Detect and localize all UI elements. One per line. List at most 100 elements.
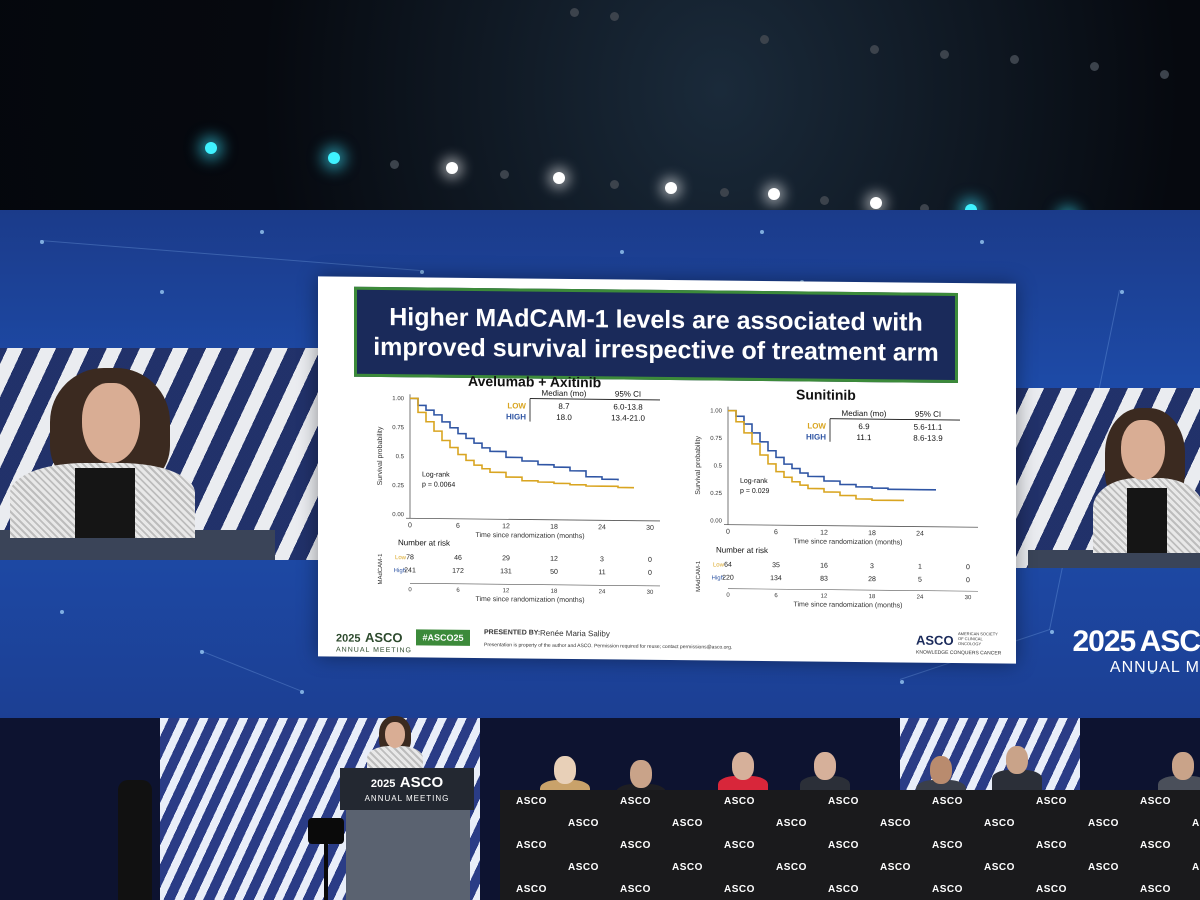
lectern-year: 2025 (370, 778, 396, 790)
risk-x-tick: 18 (551, 589, 558, 595)
risk-value: 28 (868, 576, 876, 583)
stage-light (920, 204, 929, 213)
y-tick-label: 0.5 (396, 454, 405, 460)
y-tick-label: 0.25 (392, 483, 404, 489)
table-logo: ASCO (880, 818, 911, 829)
risk-x-tick: 24 (917, 595, 924, 601)
risk-value: 5 (918, 577, 922, 584)
x-tick-label: 12 (502, 523, 510, 530)
table-logo: ASCO (1140, 884, 1171, 895)
risk-value: 241 (404, 567, 416, 574)
table-logo: ASCO (1088, 862, 1119, 873)
stage-light (1010, 55, 1019, 64)
risk-value: 3 (600, 556, 604, 563)
risk-value: 1 (918, 564, 922, 571)
logrank-label: Log-rank (740, 478, 768, 485)
x-axis (724, 524, 978, 528)
km-curve-high (410, 397, 619, 481)
table-logo: ASCO (516, 884, 547, 895)
stage-monitor (118, 780, 152, 900)
risk-value: 78 (406, 554, 414, 561)
network-node (40, 240, 44, 244)
risk-table-ylabel: MAdCAM-1 (378, 553, 384, 585)
x-tick-label: 24 (916, 531, 924, 538)
x-tick-label: 12 (820, 530, 828, 537)
left-speaker-video (0, 348, 318, 560)
stage-light (610, 180, 619, 189)
risk-row-label: High (394, 568, 406, 574)
footer-meeting-sub: ANNUAL MEETING (336, 646, 412, 655)
network-node (1150, 670, 1154, 674)
ci-value: 8.6-13.9 (913, 434, 943, 443)
x-tick-label: 24 (598, 524, 606, 531)
x-tick-label: 6 (774, 529, 778, 536)
table-logo: ASCO (568, 862, 599, 873)
ci-header: 95% CI (615, 389, 641, 398)
network-node (1050, 630, 1054, 634)
y-tick-label: 0.75 (710, 436, 722, 442)
risk-x-tick: 24 (599, 589, 606, 595)
km-charts: Avelumab + Axitinib 0.00 0.25 0.5 0.75 1.00 0 6… (377, 373, 978, 609)
speaker-image (10, 368, 210, 538)
table-logo: ASCO (672, 862, 703, 873)
table-logo: ASCO (828, 796, 859, 807)
table-logo: ASCO (932, 840, 963, 851)
x-tick-label: 6 (456, 523, 460, 530)
ci-value: 13.4-21.0 (611, 413, 645, 422)
risk-value: 131 (500, 568, 512, 575)
table-logo: ASCO (1036, 884, 1067, 895)
network-node (1120, 290, 1124, 294)
stage-light (446, 162, 458, 174)
y-tick-label: 0.5 (714, 463, 723, 469)
risk-row-label: Low (395, 555, 407, 561)
lectern-sign: 2025 ASCO ANNUAL MEETING (340, 768, 474, 810)
disclaimer: Presentation is property of the author a… (484, 642, 733, 651)
risk-value: 50 (550, 569, 558, 576)
asco-logo-text: ASCO (916, 632, 954, 649)
table-logo: ASCO (724, 796, 755, 807)
network-node (60, 610, 64, 614)
stage-light (870, 197, 882, 209)
risk-x-tick: 30 (647, 590, 654, 596)
table-logo: ASCO (1036, 840, 1067, 851)
median-header: Median (mo) (542, 389, 587, 398)
risk-value: 64 (724, 562, 732, 569)
km-curve-low (728, 409, 904, 502)
y-tick-label: 0.00 (710, 518, 722, 524)
risk-x-tick: 6 (774, 593, 778, 599)
presenter-at-lectern (365, 716, 425, 776)
chart-title: Sunitinib (796, 386, 856, 403)
speaker-image-right (1093, 408, 1200, 553)
risk-value: 16 (820, 563, 828, 570)
podium-edge-right (1028, 550, 1200, 568)
median-value: 8.7 (558, 402, 570, 411)
network-node (420, 270, 424, 274)
risk-row-label: Low (713, 562, 725, 568)
risk-table-title: Number at risk (716, 546, 769, 556)
risk-value: 3 (870, 563, 874, 570)
network-node (620, 250, 624, 254)
risk-axis (728, 588, 978, 592)
x-tick-label: 0 (726, 529, 730, 536)
footer-year: 2025 (336, 632, 361, 645)
camera (308, 818, 344, 844)
table-logo: ASCO (1036, 796, 1067, 807)
risk-x-tick: 30 (965, 595, 972, 601)
risk-value: 46 (454, 555, 462, 562)
risk-value: 0 (966, 577, 970, 584)
table-logo: ASCO (620, 884, 651, 895)
side-brand-name: ASC (1139, 625, 1200, 658)
table-logo: ASCO (984, 862, 1015, 873)
risk-x-tick: 12 (503, 588, 510, 594)
stage-light (760, 35, 769, 44)
logrank-p: p = 0.0064 (422, 481, 455, 488)
stage-light (610, 12, 619, 21)
network-node (160, 290, 164, 294)
stage-light (768, 188, 780, 200)
x-tick-label: 0 (408, 522, 412, 529)
stage-light (820, 196, 829, 205)
lectern-sub: ANNUAL MEETING (364, 794, 450, 803)
right-speaker-video (988, 388, 1200, 568)
risk-x-tick: 12 (821, 594, 828, 600)
risk-x-label: Time since randomization (months) (793, 601, 902, 609)
